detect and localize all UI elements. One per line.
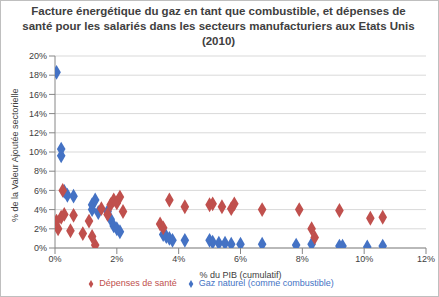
svg-text:% du PIB (cumulatif): % du PIB (cumulatif)	[199, 270, 281, 280]
svg-text:12%: 12%	[29, 128, 47, 138]
svg-text:4%: 4%	[172, 254, 185, 264]
svg-text:16%: 16%	[29, 90, 47, 100]
svg-text:0%: 0%	[48, 254, 61, 264]
svg-text:8%: 8%	[296, 254, 309, 264]
html-text:Gaz naturel (comme combustible: Gaz naturel (comme combustible)	[198, 278, 334, 288]
svg-text:14%: 14%	[29, 109, 47, 119]
svg-text:20%: 20%	[29, 51, 47, 61]
html-text:Dépenses de santé: Dépenses de santé	[99, 278, 177, 288]
svg-text:6%: 6%	[234, 254, 247, 264]
svg-text:10%: 10%	[29, 147, 47, 157]
html-text:Facture énergétique du gaz en: Facture énergétique du gaz en tant que c…	[22, 5, 415, 47]
svg-text:0%: 0%	[34, 243, 47, 253]
svg-text:2%: 2%	[34, 224, 47, 234]
svg-text:12%: 12%	[417, 254, 431, 264]
svg-text:2%: 2%	[110, 254, 123, 264]
svg-text:6%: 6%	[34, 186, 47, 196]
svg-text:4%: 4%	[34, 205, 47, 215]
svg-text:% de la Valeur Ajoutée sectori: % de la Valeur Ajoutée sectorielle	[10, 89, 20, 222]
svg-text:18%: 18%	[29, 70, 47, 80]
svg-text:8%: 8%	[34, 166, 47, 176]
svg-text:10%: 10%	[355, 254, 373, 264]
